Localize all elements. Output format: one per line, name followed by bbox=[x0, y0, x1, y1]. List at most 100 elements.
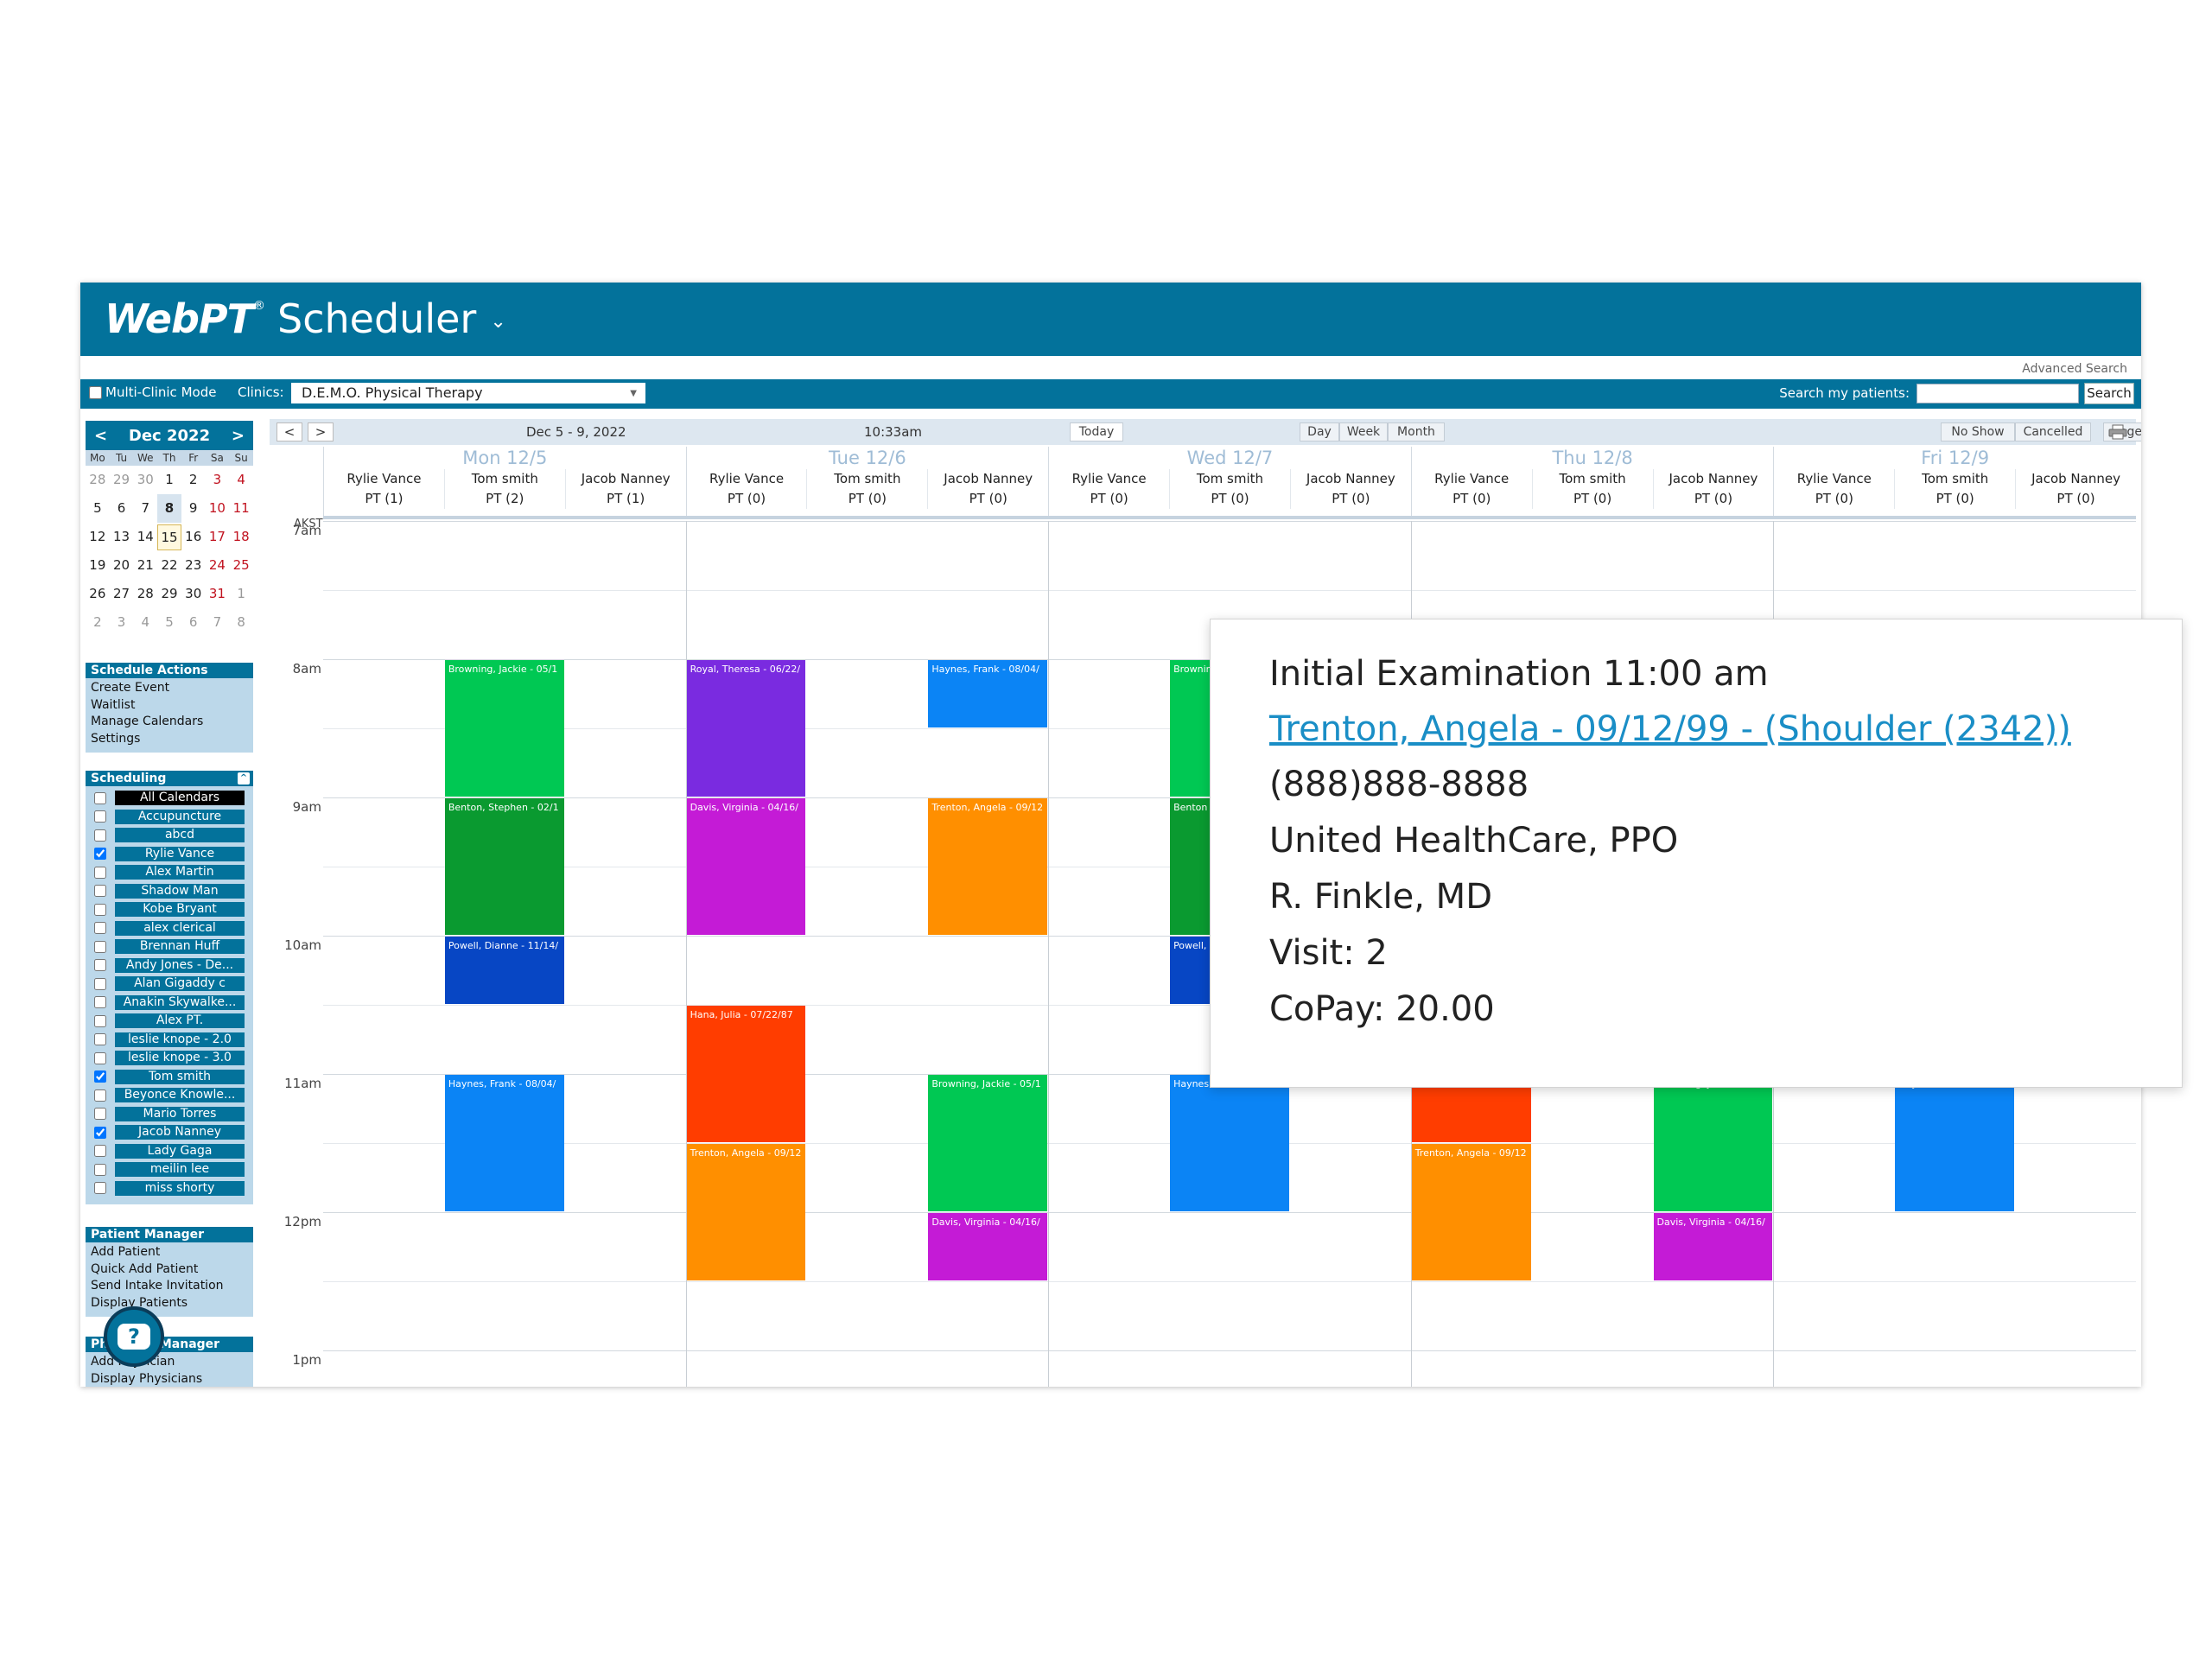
provider-header[interactable]: Tom smith PT (0) bbox=[1894, 469, 2015, 509]
patient-manager-item[interactable]: Display Patients bbox=[91, 1295, 188, 1310]
mini-calendar-day[interactable]: 5 bbox=[93, 500, 102, 516]
advanced-search-link[interactable]: Advanced Search bbox=[2022, 362, 2127, 376]
app-brand[interactable]: WebPT® Scheduler ⌄ bbox=[105, 293, 506, 348]
calendar-filter-row[interactable]: Accupuncture bbox=[86, 808, 253, 827]
provider-header[interactable]: Jacob Nanney PT (0) bbox=[927, 469, 1048, 509]
calendar-filter-row[interactable]: Anakin Skywalke... bbox=[86, 994, 253, 1013]
provider-header[interactable]: Tom smith PT (0) bbox=[806, 469, 927, 509]
calendar-filter-row[interactable]: abcd bbox=[86, 826, 253, 845]
provider-header[interactable]: Jacob Nanney PT (0) bbox=[1652, 469, 1774, 509]
mini-calendar-day[interactable]: 30 bbox=[137, 472, 154, 487]
chevron-down-icon[interactable]: ⌄ bbox=[490, 310, 506, 333]
calendar-name[interactable]: Beyonce Knowle... bbox=[115, 1088, 245, 1103]
calendar-name[interactable]: alex clerical bbox=[115, 920, 245, 936]
calendar-name[interactable]: Kobe Bryant bbox=[115, 902, 245, 918]
provider-header[interactable]: Rylie Vance PT (0) bbox=[1774, 469, 1894, 509]
calendar-checkbox[interactable] bbox=[94, 1145, 106, 1158]
appointment-block[interactable]: Browning, Jackie - 05/1 bbox=[444, 660, 564, 797]
appointment-block[interactable]: Haynes, Frank - 08/04/ bbox=[1895, 1075, 2015, 1211]
calendar-checkbox[interactable] bbox=[94, 1014, 106, 1027]
calendar-filter-row[interactable]: Andy Jones - De... bbox=[86, 956, 253, 975]
provider-header[interactable]: Jacob Nanney PT (1) bbox=[564, 469, 686, 509]
patient-manager-item[interactable]: Add Patient bbox=[91, 1245, 161, 1259]
appointment-block[interactable]: Davis, Virginia - 04/16/ bbox=[686, 798, 806, 935]
mini-calendar-day[interactable]: 7 bbox=[141, 500, 150, 516]
day-label[interactable]: Mon 12/5 bbox=[462, 448, 548, 468]
mini-calendar-day[interactable]: 8 bbox=[157, 494, 181, 523]
mini-calendar-day[interactable]: 21 bbox=[137, 557, 154, 573]
mini-calendar-day[interactable]: 18 bbox=[232, 529, 250, 544]
day-label[interactable]: Tue 12/6 bbox=[829, 448, 906, 468]
mini-calendar-day[interactable]: 3 bbox=[213, 472, 222, 487]
print-icon[interactable] bbox=[2108, 424, 2127, 440]
calendar-checkbox[interactable] bbox=[94, 848, 106, 861]
mini-calendar-day[interactable]: 27 bbox=[113, 586, 130, 601]
calendar-name[interactable]: Lady Gaga bbox=[115, 1143, 245, 1159]
calendar-name[interactable]: Alex PT. bbox=[115, 1013, 245, 1029]
schedule-action-item[interactable]: Settings bbox=[91, 731, 141, 746]
mini-calendar-next-button[interactable]: > bbox=[231, 426, 245, 445]
patient-manager-item[interactable]: Quick Add Patient bbox=[91, 1261, 199, 1276]
appointment-block[interactable]: Davis, Virginia - 04/16/ bbox=[1653, 1213, 1773, 1280]
calendar-filter-row[interactable]: Kobe Bryant bbox=[86, 900, 253, 919]
calendar-checkbox[interactable] bbox=[94, 1163, 106, 1176]
multi-clinic-toggle[interactable]: Multi-Clinic Mode bbox=[89, 384, 216, 400]
calendar-checkbox[interactable] bbox=[94, 940, 106, 953]
calendar-filter-row[interactable]: Alex PT. bbox=[86, 1012, 253, 1031]
calendar-checkbox[interactable] bbox=[94, 1089, 106, 1102]
mini-calendar-day[interactable]: 29 bbox=[113, 472, 130, 487]
calendar-name[interactable]: Jacob Nanney bbox=[115, 1125, 245, 1140]
calendar-checkbox[interactable] bbox=[94, 1051, 106, 1064]
calendar-filter-row[interactable]: Shadow Man bbox=[86, 882, 253, 901]
appointment-block[interactable]: Haynes, Frank - 08/04/ bbox=[1170, 1075, 1289, 1211]
help-button[interactable]: ? bbox=[104, 1306, 164, 1367]
mini-calendar-day[interactable]: 17 bbox=[208, 529, 226, 544]
popup-patient-link[interactable]: Trenton, Angela - 09/12/99 - (Shoulder (… bbox=[1269, 709, 2071, 749]
calendar-filter-row[interactable]: Tom smith bbox=[86, 1068, 253, 1087]
provider-header[interactable]: Rylie Vance PT (0) bbox=[1049, 469, 1169, 509]
day-label[interactable]: Wed 12/7 bbox=[1186, 448, 1274, 468]
cancelled-button[interactable]: Cancelled bbox=[2015, 422, 2091, 441]
appointment-block[interactable]: Benton, Stephen - 02/1 bbox=[444, 798, 564, 935]
mini-calendar-day[interactable]: 29 bbox=[161, 586, 178, 601]
calendar-name[interactable]: Alan Gigaddy c bbox=[115, 976, 245, 992]
calendar-name[interactable]: Brennan Huff bbox=[115, 939, 245, 955]
calendar-filter-row[interactable]: meilin lee bbox=[86, 1160, 253, 1179]
mini-calendar-day[interactable]: 1 bbox=[237, 586, 245, 601]
calendar-filter-row[interactable]: miss shorty bbox=[86, 1179, 253, 1198]
mini-calendar-prev-button[interactable]: < bbox=[94, 426, 108, 445]
mini-calendar-day[interactable]: 10 bbox=[208, 500, 226, 516]
mini-calendar-day[interactable]: 23 bbox=[185, 557, 202, 573]
mini-calendar-day[interactable]: 26 bbox=[89, 586, 106, 601]
mini-calendar-day[interactable]: 4 bbox=[237, 472, 245, 487]
calendar-checkbox[interactable] bbox=[94, 866, 106, 879]
mini-calendar-day[interactable]: 15 bbox=[157, 524, 181, 550]
mini-calendar-day[interactable]: 25 bbox=[232, 557, 250, 573]
appointment-block[interactable]: Browning, Jackie - 05/1 bbox=[1653, 1075, 1773, 1211]
mini-calendar-day[interactable]: 16 bbox=[185, 529, 202, 544]
calendar-name[interactable]: meilin lee bbox=[115, 1162, 245, 1178]
provider-header[interactable]: Tom smith PT (0) bbox=[1169, 469, 1290, 509]
mini-calendar-day[interactable]: 28 bbox=[89, 472, 106, 487]
appointment-block[interactable]: Haynes, Frank - 08/04/ bbox=[444, 1075, 564, 1211]
appointment-block[interactable]: Trenton, Angela - 09/12 bbox=[686, 1144, 806, 1280]
calendar-name[interactable]: Anakin Skywalke... bbox=[115, 994, 245, 1010]
calendar-checkbox[interactable] bbox=[94, 1108, 106, 1121]
calendar-name[interactable]: abcd bbox=[115, 828, 245, 843]
mini-calendar-day[interactable]: 3 bbox=[117, 614, 126, 630]
appointment-block[interactable]: Powell, Dianne - 11/14/ bbox=[444, 937, 564, 1004]
calendar-filter-row[interactable]: All Calendars bbox=[86, 789, 253, 808]
mini-calendar-day[interactable]: 11 bbox=[232, 500, 250, 516]
calendar-checkbox[interactable] bbox=[94, 791, 106, 804]
mini-calendar-day[interactable]: 6 bbox=[188, 614, 198, 630]
calendar-name[interactable]: miss shorty bbox=[115, 1180, 245, 1196]
mini-calendar-day[interactable]: 22 bbox=[161, 557, 178, 573]
appointment-block[interactable]: Davis, Virginia - 04/16/ bbox=[928, 1213, 1048, 1280]
today-button[interactable]: Today bbox=[1070, 422, 1123, 441]
calendar-checkbox[interactable] bbox=[94, 1126, 106, 1139]
provider-header[interactable]: Tom smith PT (2) bbox=[443, 469, 565, 509]
calendar-filter-row[interactable]: Brennan Huff bbox=[86, 937, 253, 956]
provider-header[interactable]: Rylie Vance PT (0) bbox=[1412, 469, 1532, 509]
calendar-name[interactable]: Andy Jones - De... bbox=[115, 957, 245, 973]
provider-header[interactable]: Tom smith PT (0) bbox=[1531, 469, 1653, 509]
